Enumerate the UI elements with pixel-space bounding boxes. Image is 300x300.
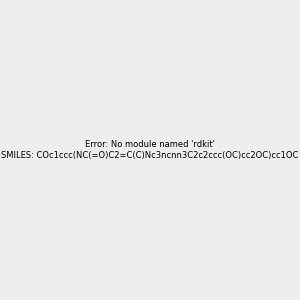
Text: Error: No module named 'rdkit'
SMILES: COc1ccc(NC(=O)C2=C(C)Nc3ncnn3C2c2ccc(OC)c: Error: No module named 'rdkit' SMILES: C… [1, 140, 299, 160]
